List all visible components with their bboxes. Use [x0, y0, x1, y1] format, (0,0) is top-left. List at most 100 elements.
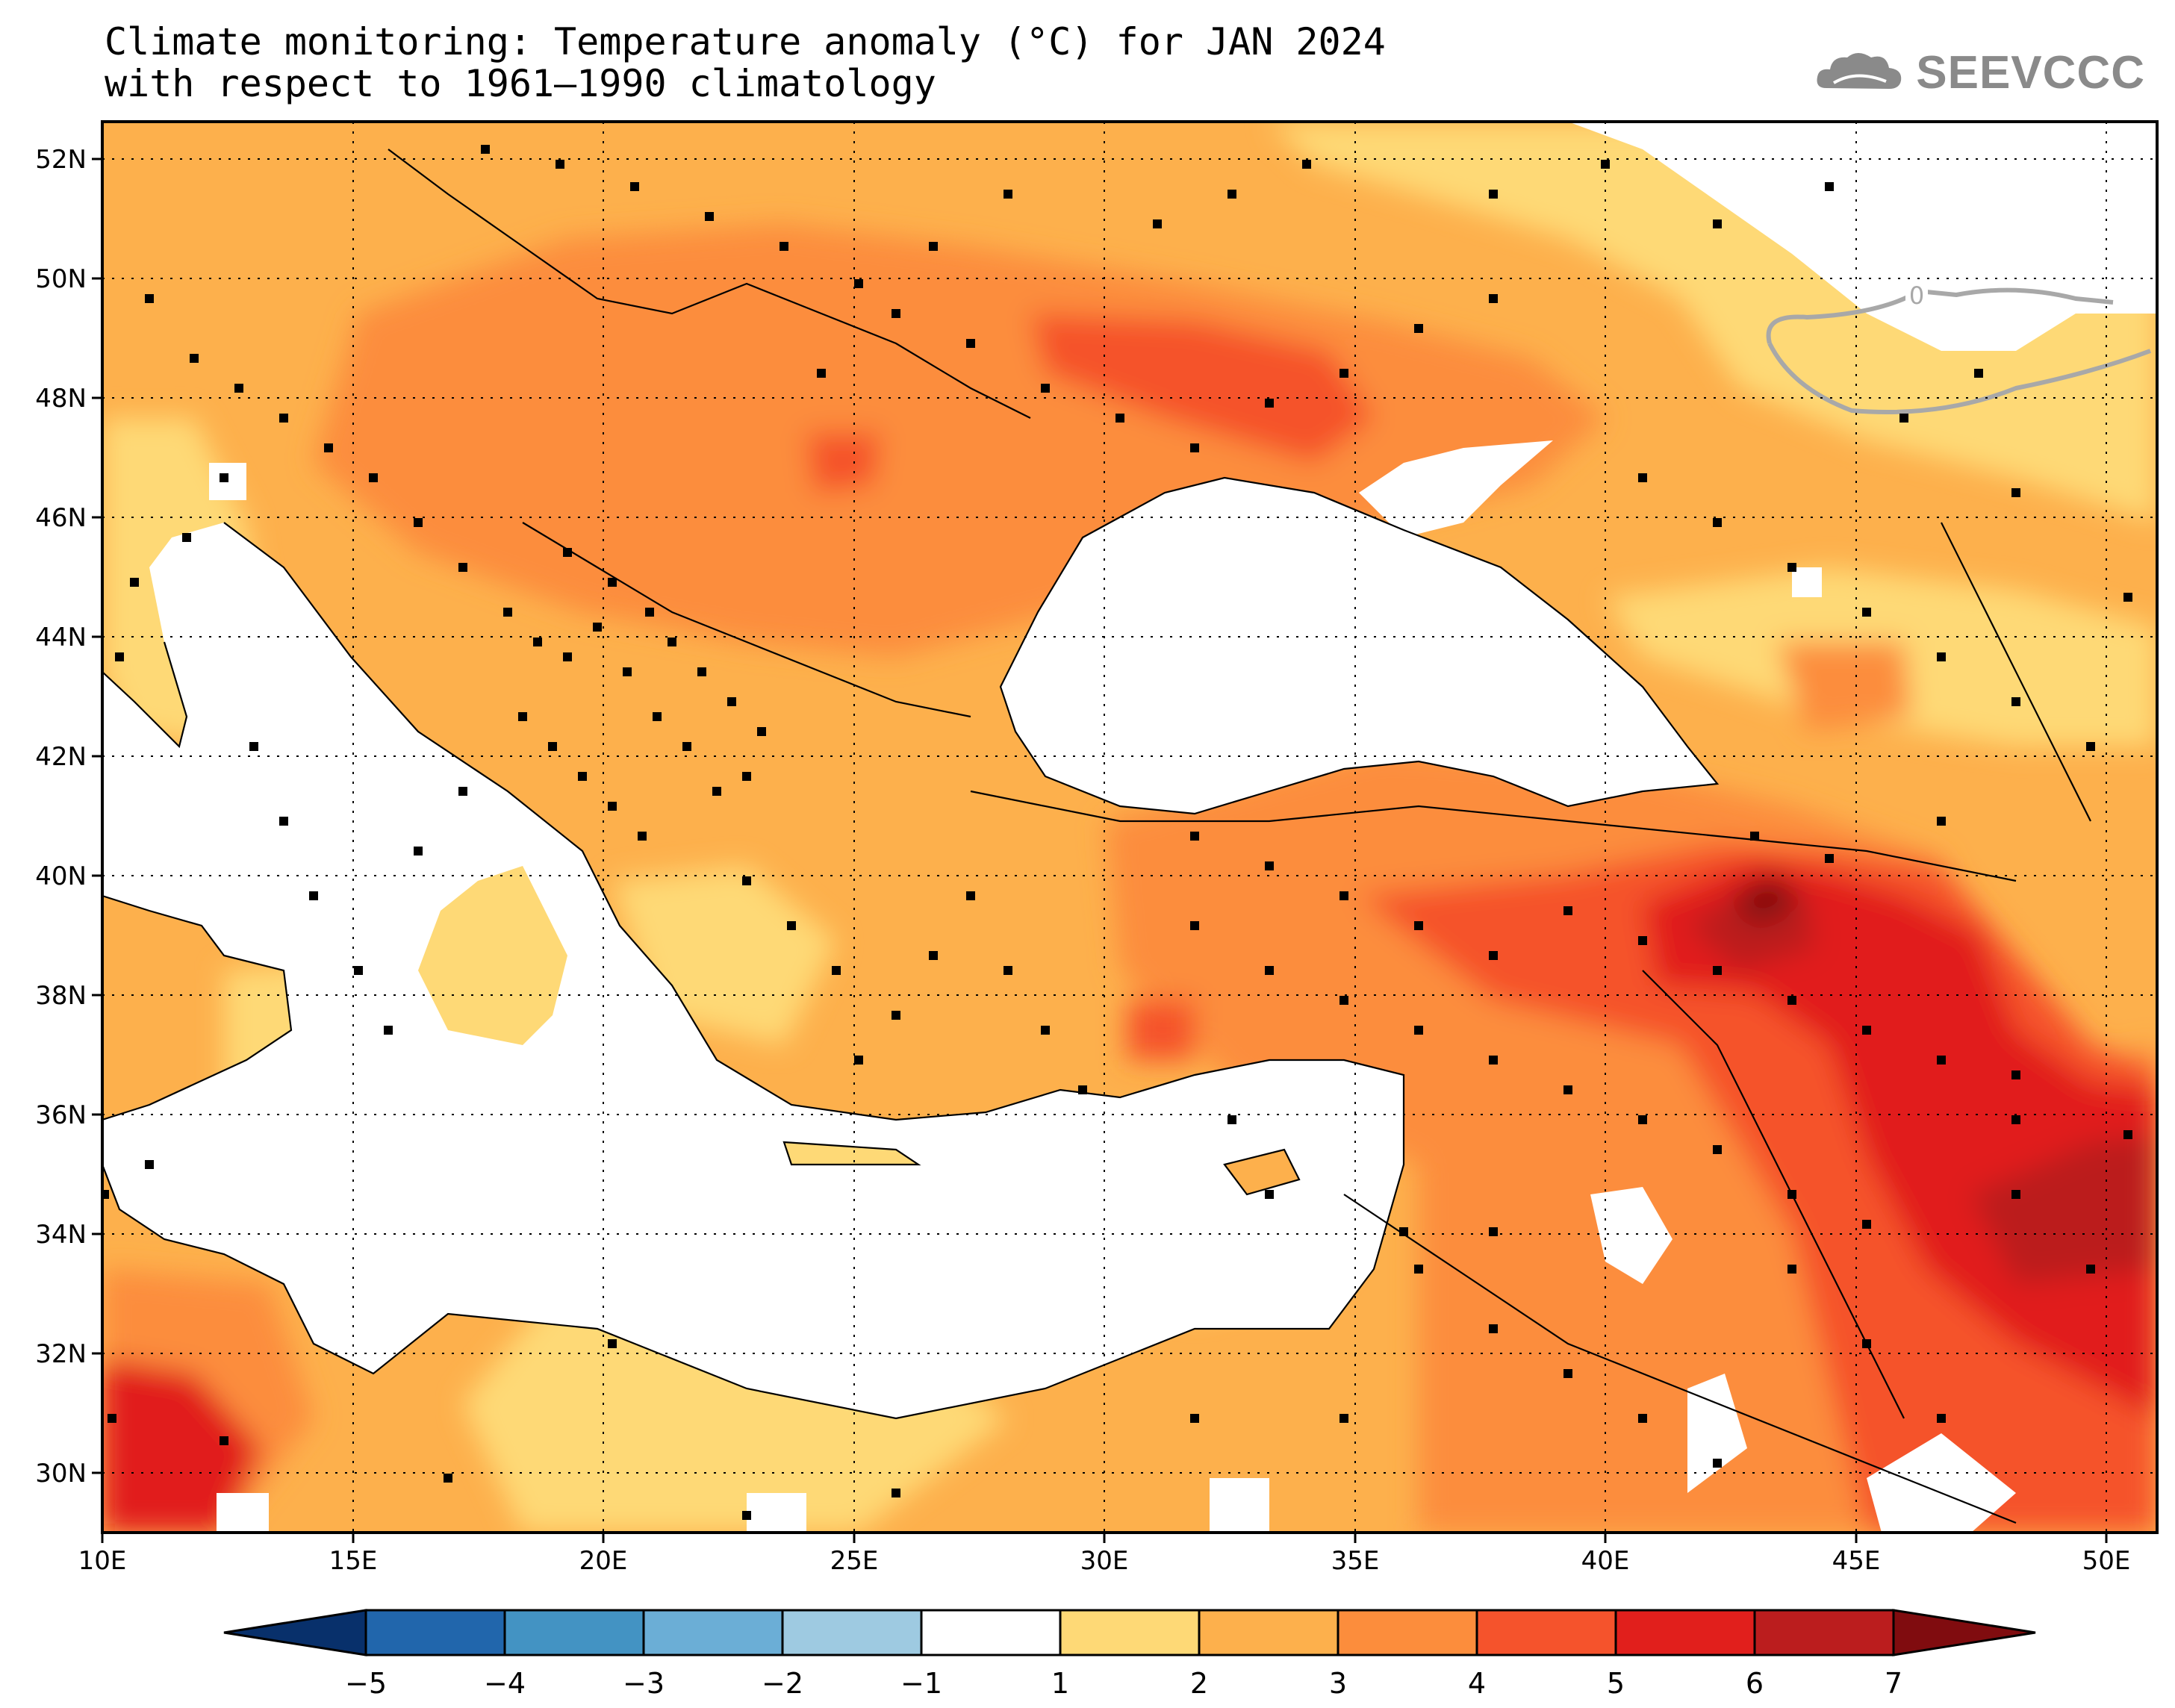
station-marker — [1489, 190, 1498, 199]
station-marker — [929, 242, 938, 251]
colorbar-label: 2 — [1190, 1667, 1208, 1700]
station-marker — [1153, 219, 1162, 228]
y-tick-label: 30N — [35, 1459, 87, 1489]
station-marker — [518, 712, 527, 721]
station-marker — [279, 414, 288, 423]
station-marker — [1265, 861, 1274, 870]
station-marker — [1974, 369, 1983, 378]
contour-label: 0 — [1909, 281, 1924, 310]
cloud-icon — [1817, 52, 1902, 89]
station-marker — [1265, 1190, 1274, 1199]
station-marker — [533, 638, 542, 646]
station-marker — [1190, 443, 1199, 452]
station-marker — [548, 742, 557, 751]
station-marker — [1489, 951, 1498, 960]
station-marker — [2011, 697, 2020, 706]
station-marker — [1862, 608, 1871, 617]
map-frame — [101, 120, 2159, 1534]
colorbar-label: −1 — [900, 1667, 942, 1700]
station-marker — [324, 443, 333, 452]
colorbar-arrow-left — [223, 1609, 367, 1656]
station-marker — [645, 608, 654, 617]
station-marker — [1638, 1115, 1647, 1124]
title-line-2: with respect to 1961–1990 climatology — [105, 62, 936, 105]
station-marker — [854, 279, 863, 288]
station-marker — [1750, 832, 1759, 841]
station-marker — [727, 697, 736, 706]
cyprus — [1225, 1150, 1299, 1194]
colorbar-arrow-right — [1892, 1609, 2036, 1656]
station-marker — [190, 354, 199, 363]
station-marker — [966, 339, 975, 348]
station-marker — [2011, 488, 2020, 497]
station-marker — [608, 578, 617, 587]
station-marker — [458, 787, 467, 796]
colorbar-label: 4 — [1468, 1667, 1486, 1700]
station-marker — [1004, 966, 1012, 975]
graticule — [102, 122, 2157, 1533]
station-marker — [309, 891, 318, 900]
colorbar-label: −4 — [484, 1667, 526, 1700]
seevccc-logo: SEEVCCC — [1811, 46, 2145, 99]
x-tick-label: 25E — [830, 1546, 879, 1576]
x-tick-label: 10E — [78, 1546, 127, 1576]
y-tick-label: 40N — [35, 861, 87, 891]
station-marker — [563, 548, 572, 557]
colorbar-labels: −5 −4 −3 −2 −1 1 2 3 4 5 6 7 — [345, 1667, 1902, 1700]
station-marker — [705, 212, 714, 221]
station-marker — [115, 652, 124, 661]
station-marker — [1414, 921, 1423, 930]
station-marker — [108, 1414, 116, 1423]
station-marker — [1489, 1227, 1498, 1236]
station-marker — [1862, 1026, 1871, 1035]
y-tick-label: 38N — [35, 981, 87, 1011]
station-marker — [354, 966, 363, 975]
station-marker — [1713, 518, 1722, 527]
colorbar-label: 1 — [1051, 1667, 1069, 1700]
station-marker — [608, 802, 617, 811]
logo-text: SEEVCCC — [1916, 47, 2145, 99]
station-marker — [1638, 1414, 1647, 1423]
station-marker — [1862, 1220, 1871, 1229]
station-marker — [697, 667, 706, 676]
station-marker — [682, 742, 691, 751]
station-marker — [1190, 921, 1199, 930]
station-marker — [1787, 996, 1796, 1005]
y-tick-label: 32N — [35, 1339, 87, 1369]
station-marker — [2086, 1265, 2095, 1274]
station-marker — [1563, 906, 1572, 915]
station-marker — [102, 1190, 109, 1199]
x-tick-label: 15E — [329, 1546, 378, 1576]
station-marker — [503, 608, 512, 617]
x-tick-label: 30E — [1080, 1546, 1129, 1576]
station-marker — [630, 182, 639, 191]
station-marker — [966, 891, 975, 900]
station-marker — [1937, 1414, 1946, 1423]
station-marker — [1190, 832, 1199, 841]
y-tick-label: 52N — [35, 145, 87, 175]
x-tick-label: 45E — [1832, 1546, 1881, 1576]
station-marker — [2086, 742, 2095, 751]
colorbar — [223, 1609, 2036, 1656]
station-marker — [623, 667, 632, 676]
station-marker — [832, 966, 841, 975]
station-marker — [1489, 294, 1498, 303]
y-axis-labels: 30N 32N 34N 36N 38N 40N 42N 44N 46N 48N … — [35, 145, 87, 1489]
x-tick-label: 20E — [579, 1546, 628, 1576]
station-marker — [279, 817, 288, 826]
station-marker — [1115, 414, 1124, 423]
station-marker — [220, 473, 228, 482]
station-marker — [1638, 473, 1647, 482]
title-line-1: Climate monitoring: Temperature anomaly … — [105, 20, 1386, 63]
station-marker — [1899, 414, 1908, 423]
x-tick-label: 50E — [2082, 1546, 2131, 1576]
y-tick-label: 34N — [35, 1220, 87, 1250]
station-marker — [1563, 1085, 1572, 1094]
station-marker — [854, 1056, 863, 1065]
x-axis-labels: 10E 15E 20E 25E 30E 35E 40E 45E 50E — [78, 1546, 2131, 1576]
coastlines — [102, 149, 2091, 1524]
y-tick-label: 44N — [35, 623, 87, 652]
station-marker — [653, 712, 662, 721]
station-marker — [182, 533, 191, 542]
